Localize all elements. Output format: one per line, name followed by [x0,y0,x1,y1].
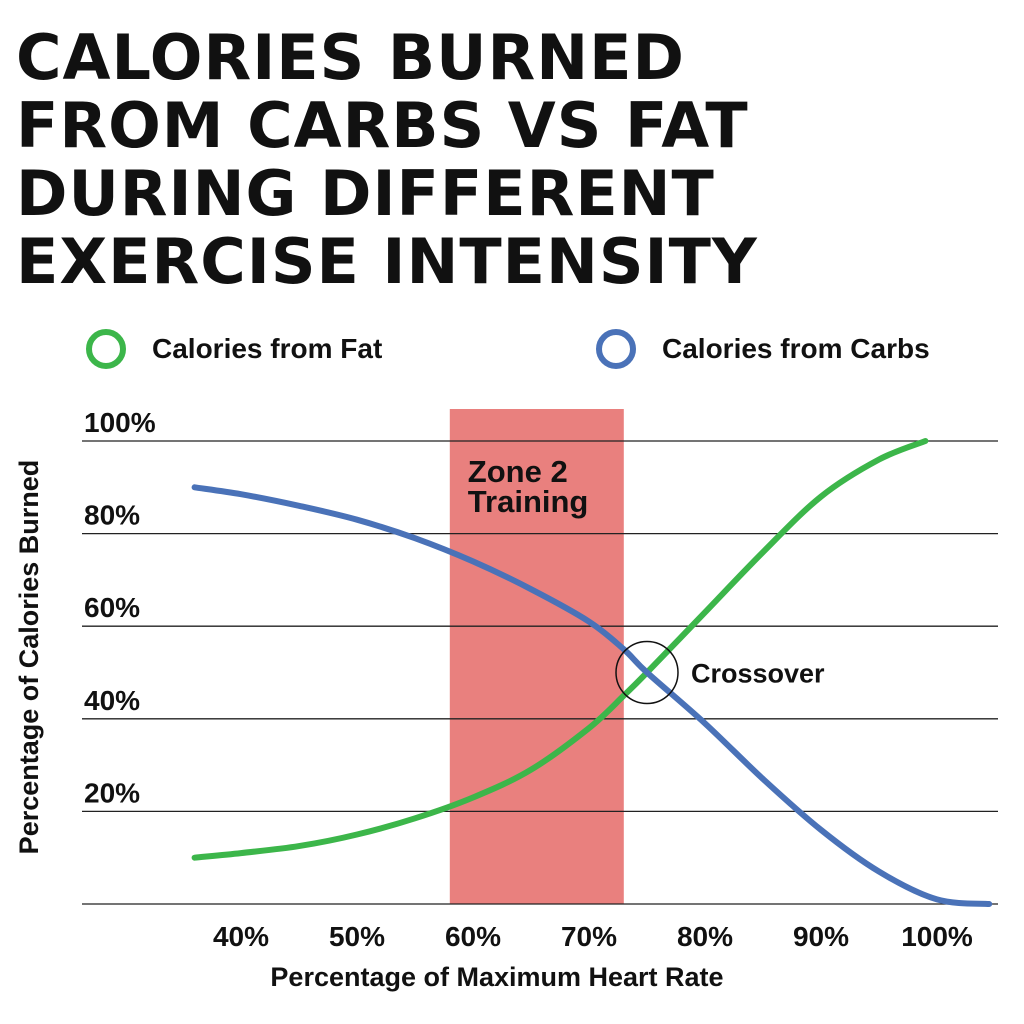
x-tick-label: 90% [793,921,849,952]
title-line: DURING DIFFERENT [16,157,715,230]
x-tick-label: 40% [213,921,269,952]
y-axis-title: Percentage of Calories Burned [14,460,44,855]
title-line: EXERCISE INTENSITY [16,225,758,298]
legend-marker-fat [86,329,126,369]
y-tick-label: 20% [84,777,140,808]
x-tick-label: 70% [561,921,617,952]
legend-item-carbs: Calories from Carbs [596,328,930,370]
title-line: FROM CARBS VS FAT [16,89,749,162]
zone-2-band [449,409,624,904]
series-line-carbs [191,484,993,907]
series-line-fat [191,438,929,861]
x-tick-label: 80% [677,921,733,952]
legend-item-fat: Calories from Fat [86,328,382,370]
chart-title: CALORIES BURNED FROM CARBS VS FAT DURING… [16,24,1016,296]
crossover-marker [615,640,679,705]
y-tick-label: 40% [84,685,140,716]
legend-label-fat: Calories from Fat [152,333,383,364]
zone-2-label: Zone 2 [468,454,568,489]
title-line: CALORIES BURNED [16,21,685,94]
y-tick-label: 100% [84,407,156,438]
legend-label-carbs: Calories from Carbs [662,333,930,364]
x-axis-title: Percentage of Maximum Heart Rate [270,962,723,992]
legend-marker-carbs [596,329,636,369]
crossover-label: Crossover [691,659,825,689]
x-tick-label: 50% [329,921,385,952]
x-tick-label: 100% [901,921,973,952]
y-tick-label: 60% [84,592,140,623]
y-tick-label: 80% [84,500,140,531]
x-tick-label: 60% [445,921,501,952]
zone-2-label: Training [468,484,589,519]
